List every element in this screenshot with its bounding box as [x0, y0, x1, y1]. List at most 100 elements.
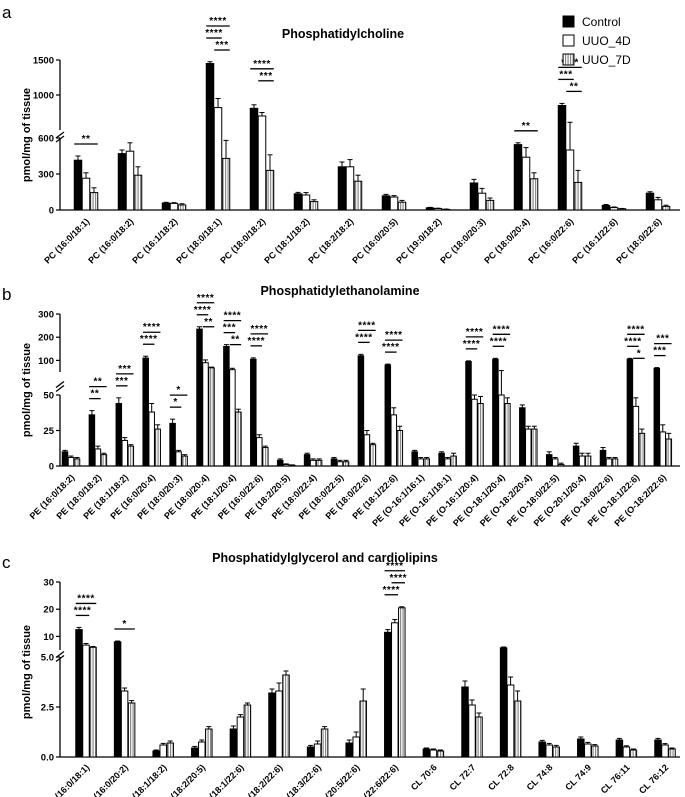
bar-uuo7d	[504, 403, 511, 467]
bar-control	[384, 364, 392, 467]
significance-label: **	[231, 335, 240, 346]
bar-control	[268, 692, 276, 758]
bar-uuo4d	[352, 736, 360, 758]
bar-control	[599, 449, 607, 467]
bar-control	[545, 454, 553, 467]
significance-label: ****	[627, 324, 645, 335]
x-category-label: CL 72:8	[486, 762, 516, 792]
bar-uuo4d	[433, 208, 443, 211]
y-axis-label: pmol/mg of tissue	[21, 343, 33, 437]
bar-uuo7d	[320, 728, 329, 758]
bar-uuo4d	[525, 428, 532, 467]
legend: Control UUO_4D UUO_7D	[562, 15, 631, 67]
y-tick-label: 25	[43, 426, 54, 437]
bar-uuo7d	[450, 455, 457, 467]
significance-label: ***	[653, 346, 666, 357]
bar-uuo4d	[345, 166, 355, 211]
x-category-label: CL 70:6	[409, 762, 439, 792]
axis-break-mark	[55, 135, 65, 143]
axis-break-mark	[55, 380, 65, 389]
x-category-label: PC (16:1/18:2)	[130, 216, 179, 265]
bar-control	[422, 748, 431, 758]
significance-label: ****	[209, 16, 227, 27]
significance-label: ****	[355, 332, 373, 343]
bar-uuo4d	[313, 743, 322, 758]
x-category-label: PC (18:0/18:1)	[174, 216, 223, 265]
bar-control	[115, 403, 123, 467]
bar-uuo4d	[391, 622, 399, 758]
bar-uuo7d	[638, 432, 646, 467]
bar-uuo7d	[584, 455, 592, 467]
bar-control	[88, 414, 96, 467]
y-axis-label: pmol/mg of tissue	[21, 88, 33, 182]
bar-uuo4d	[198, 741, 206, 758]
bar-uuo4d	[477, 192, 487, 211]
bar-uuo7d	[243, 704, 252, 758]
bar-uuo7d	[73, 458, 81, 467]
significance-label: ****	[251, 324, 269, 335]
bar-control	[615, 739, 624, 758]
bar-uuo4d	[363, 434, 371, 467]
y-tick-label: 1000	[33, 91, 54, 102]
y-tick-label: 0	[49, 462, 54, 473]
bar-uuo7d	[205, 728, 213, 758]
panel-letter: b	[2, 285, 11, 304]
bar-uuo4d	[659, 431, 667, 467]
bar-control	[250, 358, 257, 467]
bar-uuo4d	[545, 744, 553, 758]
x-category-label: PE (16:0/18:2)	[28, 472, 77, 521]
bar-control	[577, 738, 585, 758]
bar-uuo7d	[342, 461, 350, 467]
bar-uuo4d	[256, 437, 263, 467]
chart-title: Phosphatidylglycerol and cardiolipins	[212, 551, 438, 565]
bar-control	[152, 750, 160, 758]
significance-label: ****	[74, 605, 92, 616]
axis-break-mark	[55, 131, 65, 139]
bar-uuo7d	[127, 445, 135, 467]
axis-break-mark	[55, 654, 65, 663]
bar-uuo7d	[359, 700, 367, 758]
bar-uuo7d	[557, 464, 565, 467]
significance-label: ****	[463, 339, 481, 350]
bar-uuo4d	[236, 716, 245, 758]
y-tick-label: 300	[38, 310, 54, 321]
y-tick-label: 600	[38, 134, 54, 145]
significance-label: ****	[466, 327, 484, 338]
bar-uuo4d	[390, 414, 398, 467]
y-axis-label: pmol/mg of tissue	[21, 625, 33, 719]
significance-label: **	[570, 81, 579, 92]
bar-control	[411, 451, 418, 467]
bar-uuo7d	[423, 458, 430, 467]
significance-label: ****	[624, 336, 642, 347]
bar-uuo4d	[301, 194, 311, 211]
bar-uuo7d	[353, 180, 363, 211]
significance-label: *	[122, 619, 126, 630]
bar-uuo7d	[573, 181, 583, 211]
bar-uuo4d	[282, 464, 290, 467]
bar-control	[205, 63, 215, 211]
bar-uuo7d	[309, 201, 319, 211]
bar-control	[572, 445, 580, 467]
bar-uuo4d	[471, 398, 478, 467]
bar-control	[345, 742, 353, 758]
bar-uuo7d	[89, 646, 97, 758]
x-category-label: CL 76:12	[637, 762, 670, 795]
bar-control	[654, 739, 662, 758]
significance-label: *	[173, 397, 177, 408]
bar-uuo4d	[229, 369, 236, 467]
x-category-label: PG (16:0/18:1)	[42, 762, 92, 797]
y-tick-label: 0	[49, 206, 54, 217]
bar-uuo7d	[166, 742, 174, 758]
bar-control	[469, 182, 479, 211]
x-category-label: PC (16:1/22:6)	[570, 216, 619, 265]
bar-control	[357, 355, 365, 467]
y-tick-label: 1500	[33, 56, 54, 67]
bar-uuo7d	[154, 428, 161, 467]
bar-uuo4d	[148, 411, 155, 467]
x-category-label: PC (18:0/18:2)	[218, 216, 267, 265]
significance-label: ****	[382, 342, 400, 353]
y-tick-label: 2.5	[41, 703, 55, 714]
panel-letter: a	[2, 3, 12, 22]
bar-control	[61, 451, 69, 467]
bar-uuo7d	[262, 447, 269, 467]
